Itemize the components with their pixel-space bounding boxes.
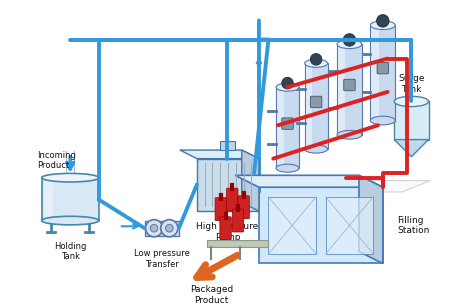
Ellipse shape — [42, 173, 99, 182]
Circle shape — [165, 225, 173, 232]
Ellipse shape — [276, 164, 299, 172]
Ellipse shape — [337, 131, 362, 139]
Circle shape — [161, 220, 178, 237]
FancyBboxPatch shape — [232, 209, 244, 232]
FancyBboxPatch shape — [227, 188, 238, 211]
FancyBboxPatch shape — [282, 118, 293, 129]
Ellipse shape — [305, 145, 328, 153]
Polygon shape — [235, 175, 383, 187]
FancyBboxPatch shape — [220, 217, 231, 240]
FancyBboxPatch shape — [370, 25, 395, 120]
Circle shape — [377, 15, 389, 27]
FancyBboxPatch shape — [338, 46, 346, 133]
Circle shape — [282, 77, 293, 89]
Polygon shape — [259, 187, 383, 263]
Ellipse shape — [337, 40, 362, 49]
Text: Low pressure
Transfer: Low pressure Transfer — [134, 249, 190, 269]
FancyBboxPatch shape — [326, 197, 374, 254]
Text: Isolators: Isolators — [283, 197, 321, 206]
FancyBboxPatch shape — [220, 140, 235, 150]
Polygon shape — [197, 159, 259, 211]
Polygon shape — [359, 175, 383, 263]
Circle shape — [150, 225, 158, 232]
Circle shape — [146, 220, 163, 237]
Circle shape — [343, 34, 356, 46]
Ellipse shape — [305, 59, 328, 67]
Polygon shape — [254, 180, 430, 192]
Ellipse shape — [276, 83, 299, 91]
Ellipse shape — [370, 21, 395, 30]
FancyBboxPatch shape — [377, 63, 389, 74]
FancyBboxPatch shape — [276, 87, 299, 168]
Text: Incoming
Product: Incoming Product — [37, 151, 76, 170]
FancyBboxPatch shape — [306, 65, 312, 147]
Polygon shape — [242, 150, 259, 211]
Polygon shape — [394, 140, 428, 157]
FancyBboxPatch shape — [371, 27, 379, 119]
FancyBboxPatch shape — [42, 178, 99, 221]
Ellipse shape — [394, 96, 428, 107]
FancyBboxPatch shape — [394, 101, 428, 140]
Text: Holding
Tank: Holding Tank — [54, 241, 86, 261]
FancyBboxPatch shape — [337, 44, 362, 135]
FancyBboxPatch shape — [207, 240, 268, 247]
Text: Filling
Station: Filling Station — [397, 216, 429, 235]
FancyBboxPatch shape — [268, 197, 316, 254]
FancyBboxPatch shape — [310, 96, 322, 108]
Text: Packaged
Product: Packaged Product — [190, 286, 233, 305]
FancyBboxPatch shape — [215, 198, 227, 221]
FancyBboxPatch shape — [238, 196, 249, 219]
Text: High Pressure
Pump: High Pressure Pump — [196, 222, 259, 242]
FancyBboxPatch shape — [145, 221, 179, 236]
Ellipse shape — [370, 116, 395, 125]
Polygon shape — [180, 150, 259, 159]
FancyBboxPatch shape — [344, 79, 355, 91]
FancyBboxPatch shape — [305, 63, 328, 149]
Text: Surge
Tank: Surge Tank — [398, 75, 425, 94]
Ellipse shape — [42, 216, 99, 225]
FancyBboxPatch shape — [277, 89, 284, 166]
Circle shape — [310, 54, 322, 65]
FancyBboxPatch shape — [44, 180, 53, 219]
